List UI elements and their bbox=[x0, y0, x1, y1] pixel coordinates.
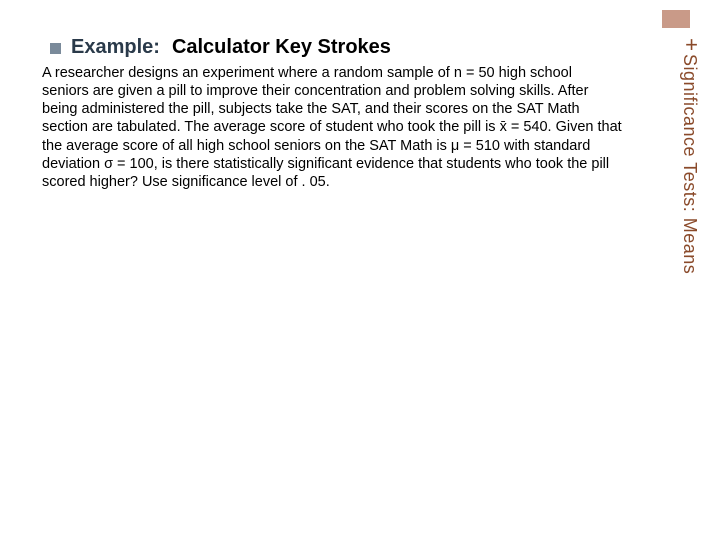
problem-statement: A researcher designs an experiment where… bbox=[42, 64, 622, 191]
section-label-vertical: Significance Tests: Means bbox=[679, 54, 700, 274]
example-label: Example: bbox=[71, 36, 160, 59]
bullet-icon bbox=[50, 43, 61, 54]
slide-title: Calculator Key Strokes bbox=[172, 36, 391, 59]
corner-decoration-box bbox=[662, 10, 690, 28]
slide-header: Example: Calculator Key Strokes bbox=[50, 36, 391, 59]
